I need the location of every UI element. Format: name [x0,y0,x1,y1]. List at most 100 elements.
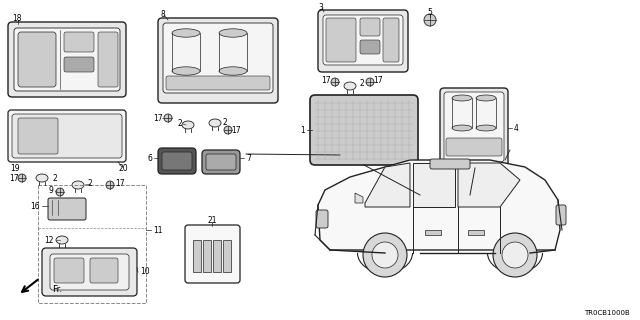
FancyBboxPatch shape [8,110,126,162]
FancyBboxPatch shape [98,32,118,87]
Text: 21: 21 [207,215,217,225]
Circle shape [502,242,528,268]
FancyBboxPatch shape [8,22,126,97]
FancyBboxPatch shape [556,205,566,225]
FancyBboxPatch shape [50,254,129,290]
Text: 17: 17 [373,76,383,84]
Text: 2: 2 [360,78,364,87]
Text: 17: 17 [9,173,19,182]
FancyBboxPatch shape [202,150,240,174]
Text: 11: 11 [153,226,163,235]
Text: 3: 3 [318,3,323,12]
Bar [213,240,221,272]
FancyBboxPatch shape [318,10,408,72]
Text: 5: 5 [428,7,433,17]
FancyBboxPatch shape [54,258,84,283]
Ellipse shape [209,119,221,127]
Circle shape [106,181,114,189]
Ellipse shape [172,29,200,37]
Ellipse shape [72,181,84,189]
Ellipse shape [344,82,356,90]
Text: 2: 2 [52,173,58,182]
Circle shape [224,126,232,134]
Text: 19: 19 [10,164,20,172]
FancyBboxPatch shape [316,210,328,228]
Text: 9: 9 [48,186,53,195]
Ellipse shape [476,95,496,101]
FancyBboxPatch shape [18,32,56,87]
Text: 6: 6 [147,154,152,163]
Ellipse shape [182,121,194,129]
Circle shape [366,78,374,86]
Circle shape [164,114,172,122]
Text: 17: 17 [115,179,125,188]
Circle shape [372,242,398,268]
FancyBboxPatch shape [360,40,380,54]
FancyBboxPatch shape [440,88,508,168]
Ellipse shape [476,125,496,131]
Circle shape [493,233,537,277]
Circle shape [56,188,64,196]
FancyBboxPatch shape [430,159,470,169]
Bar [38,185,146,303]
FancyBboxPatch shape [64,32,94,52]
FancyBboxPatch shape [206,154,236,170]
FancyBboxPatch shape [163,23,273,93]
FancyBboxPatch shape [185,225,240,283]
Text: 18: 18 [12,13,22,22]
FancyBboxPatch shape [42,248,137,296]
Polygon shape [318,160,560,250]
Ellipse shape [452,125,472,131]
Bar [468,230,484,235]
FancyBboxPatch shape [162,152,192,170]
FancyBboxPatch shape [158,148,196,174]
Text: 1: 1 [300,125,305,134]
Polygon shape [413,163,455,207]
Ellipse shape [36,174,48,182]
FancyBboxPatch shape [158,18,278,103]
Text: 4: 4 [514,124,519,132]
FancyBboxPatch shape [444,92,504,162]
Bar [193,240,201,272]
FancyBboxPatch shape [383,18,399,62]
Polygon shape [365,163,410,207]
Text: 17: 17 [321,76,331,84]
Text: 10: 10 [140,268,150,276]
Circle shape [363,233,407,277]
FancyBboxPatch shape [310,95,418,165]
FancyBboxPatch shape [326,18,356,62]
Polygon shape [458,163,520,207]
FancyBboxPatch shape [12,114,122,158]
Bar [223,240,231,272]
Ellipse shape [172,67,200,75]
Text: 7: 7 [246,154,251,163]
Text: 8: 8 [160,10,164,19]
Text: 2: 2 [178,118,182,127]
Circle shape [331,78,339,86]
FancyBboxPatch shape [166,76,270,90]
Text: 2: 2 [88,179,92,188]
FancyBboxPatch shape [90,258,118,283]
FancyBboxPatch shape [18,118,58,154]
Text: TR0CB1000B: TR0CB1000B [584,310,630,316]
Bar [425,230,441,235]
FancyBboxPatch shape [360,18,380,36]
Polygon shape [355,193,363,203]
Text: 17: 17 [153,114,163,123]
Text: 16: 16 [30,202,40,211]
Ellipse shape [452,95,472,101]
Text: 20: 20 [118,164,127,172]
Text: 12: 12 [45,236,54,244]
Text: 2: 2 [223,117,227,126]
Text: 17: 17 [231,125,241,134]
FancyBboxPatch shape [323,15,403,65]
FancyBboxPatch shape [64,57,94,72]
FancyBboxPatch shape [446,138,502,156]
Text: Fr.: Fr. [52,284,62,293]
FancyBboxPatch shape [48,198,86,220]
Circle shape [18,174,26,182]
Ellipse shape [219,67,247,75]
Ellipse shape [219,29,247,37]
Ellipse shape [56,236,68,244]
FancyBboxPatch shape [14,28,120,91]
